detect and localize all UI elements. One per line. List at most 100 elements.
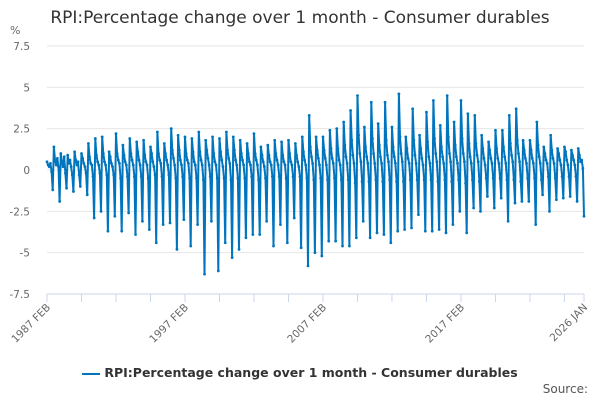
data-point xyxy=(458,209,462,213)
data-point xyxy=(537,155,541,159)
data-point xyxy=(573,163,577,167)
data-point xyxy=(371,137,374,140)
data-point xyxy=(560,175,564,179)
data-point xyxy=(211,135,214,139)
data-point xyxy=(399,152,403,155)
data-point xyxy=(142,138,145,142)
data-point xyxy=(486,195,489,198)
data-point xyxy=(158,158,162,162)
data-point xyxy=(212,152,216,155)
data-point xyxy=(206,157,210,160)
data-point xyxy=(519,180,523,183)
data-point xyxy=(246,152,250,155)
data-point xyxy=(187,161,190,165)
data-point xyxy=(157,152,160,155)
data-point xyxy=(511,160,515,164)
data-point xyxy=(303,158,306,162)
data-point xyxy=(192,160,196,164)
data-point xyxy=(295,153,298,157)
data-point xyxy=(451,223,455,226)
data-point xyxy=(396,229,400,233)
data-point xyxy=(235,163,239,167)
data-point xyxy=(354,236,358,240)
data-point xyxy=(126,175,129,179)
data-point xyxy=(423,229,427,233)
data-point xyxy=(490,161,494,165)
data-point xyxy=(339,178,343,182)
data-point xyxy=(137,158,141,162)
data-point xyxy=(376,122,380,126)
data-point xyxy=(85,193,89,197)
data-point xyxy=(318,163,321,167)
data-point xyxy=(535,120,539,124)
data-point xyxy=(337,158,341,162)
data-point xyxy=(164,152,167,155)
data-point xyxy=(406,157,410,160)
data-point xyxy=(239,152,243,155)
data-point xyxy=(287,138,290,142)
data-point xyxy=(518,160,522,164)
data-point xyxy=(291,175,295,179)
legend[interactable]: RPI:Percentage change over 1 month - Con… xyxy=(0,365,600,380)
data-point xyxy=(193,163,197,167)
data-point xyxy=(469,161,473,165)
data-point xyxy=(279,223,282,226)
data-point xyxy=(431,99,435,102)
data-point xyxy=(418,133,421,137)
data-point xyxy=(243,176,247,180)
data-point xyxy=(253,152,257,155)
data-point xyxy=(219,150,223,154)
data-point xyxy=(384,138,388,142)
data-point xyxy=(247,160,251,164)
data-point xyxy=(152,165,156,169)
data-point xyxy=(175,247,179,251)
data-point xyxy=(498,176,502,180)
data-point xyxy=(252,132,256,136)
data-point xyxy=(273,138,277,142)
data-point xyxy=(284,176,288,180)
data-point xyxy=(144,160,148,164)
data-point xyxy=(426,140,430,144)
data-point xyxy=(533,176,536,180)
data-point xyxy=(503,155,507,159)
data-point xyxy=(434,152,438,155)
data-point xyxy=(185,158,189,162)
data-point xyxy=(368,236,372,240)
data-point xyxy=(196,223,200,226)
data-point xyxy=(210,219,213,223)
data-point xyxy=(200,163,204,167)
data-point xyxy=(361,219,365,223)
data-point xyxy=(420,157,424,160)
data-point xyxy=(456,161,459,165)
data-point xyxy=(382,233,386,236)
data-point xyxy=(475,153,479,157)
data-point xyxy=(504,161,508,165)
data-point xyxy=(494,128,497,132)
data-point xyxy=(245,142,249,145)
data-point xyxy=(473,114,477,117)
data-point xyxy=(292,216,296,220)
data-point xyxy=(488,148,492,152)
data-point xyxy=(300,135,304,139)
data-point xyxy=(525,161,528,165)
data-point xyxy=(543,152,547,155)
data-point xyxy=(565,158,569,162)
data-point xyxy=(122,153,126,157)
data-point xyxy=(556,147,559,150)
data-point xyxy=(100,135,104,139)
data-point xyxy=(342,120,346,124)
data-point xyxy=(236,176,240,180)
data-point xyxy=(546,175,550,179)
data-point xyxy=(374,178,378,182)
data-point xyxy=(178,158,182,162)
data-point xyxy=(341,244,344,248)
data-point xyxy=(581,166,585,170)
data-point xyxy=(582,214,586,218)
data-point xyxy=(74,158,78,162)
data-point xyxy=(492,206,496,210)
data-point xyxy=(237,247,241,251)
data-point xyxy=(369,100,373,104)
data-point xyxy=(474,142,478,145)
data-point xyxy=(468,155,472,159)
data-point xyxy=(344,155,348,159)
